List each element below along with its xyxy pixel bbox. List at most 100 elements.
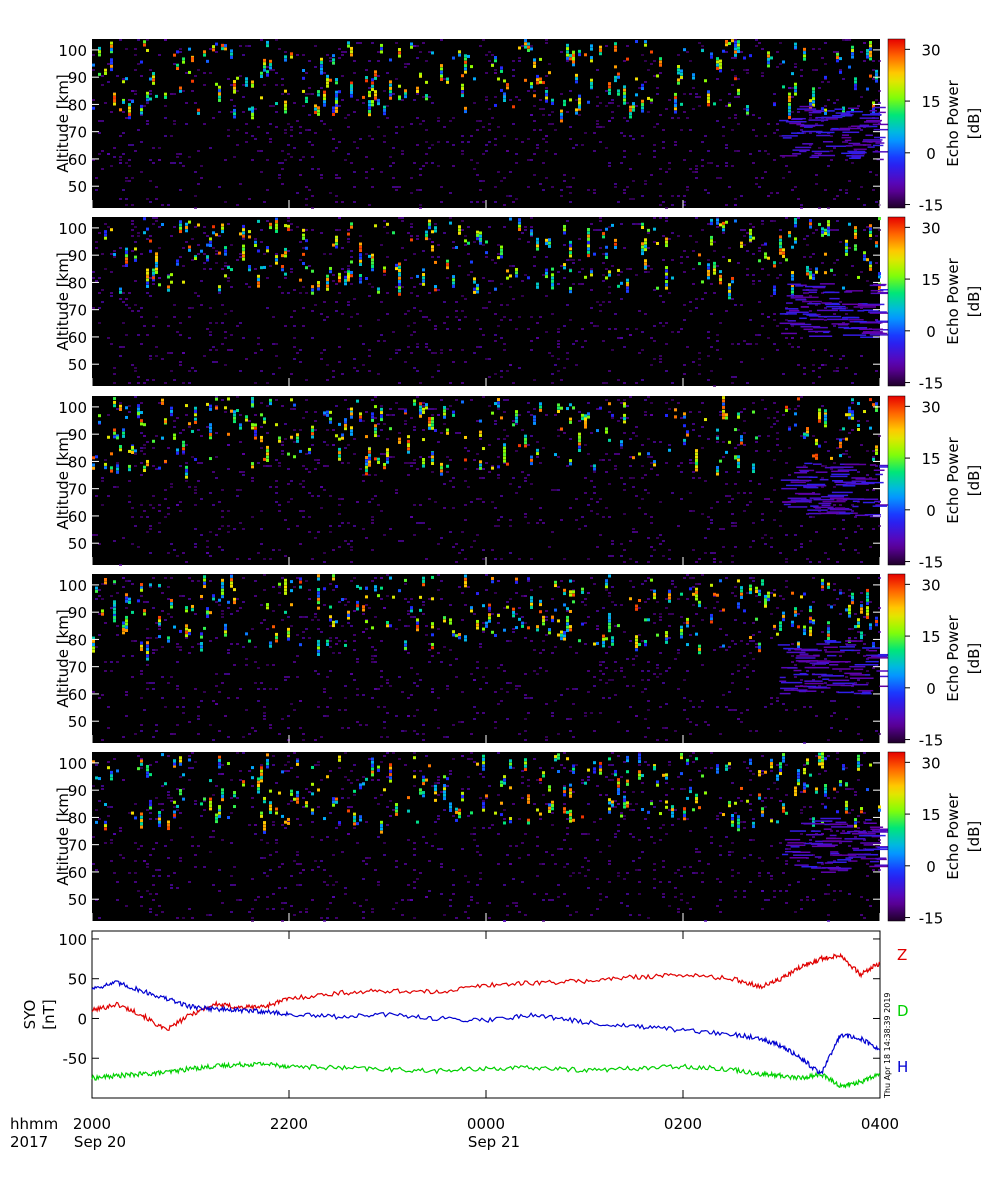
heatmap-cell (233, 416, 236, 420)
heatmap-cell (710, 218, 713, 222)
heatmap-cell (218, 546, 221, 548)
heatmap-cell (737, 343, 740, 345)
heatmap-cell (515, 271, 518, 275)
heatmap-cell (870, 289, 884, 292)
heatmap-cell (854, 226, 857, 230)
heatmap-cell (596, 126, 599, 128)
heatmap-cell (683, 195, 686, 197)
heatmap-cell (482, 39, 485, 41)
heatmap-cell (194, 489, 197, 491)
heatmap-cell (413, 462, 416, 464)
heatmap-cell (452, 410, 455, 414)
heatmap-cell (251, 462, 254, 466)
heatmap-cell (368, 87, 371, 89)
heatmap-cell (836, 229, 839, 231)
heatmap-cell (827, 558, 830, 560)
heatmap-cell (788, 109, 791, 113)
heatmap-cell (329, 192, 332, 194)
heatmap-cell (284, 254, 287, 258)
heatmap-cell (575, 80, 578, 84)
heatmap-cell (167, 288, 170, 292)
heatmap-cell (422, 250, 425, 252)
heatmap-cell (802, 313, 817, 315)
heatmap-cell (524, 78, 527, 82)
heatmap-cell (545, 271, 548, 275)
heatmap-cell (308, 589, 311, 591)
heatmap-cell (806, 235, 809, 237)
heatmap-cell (410, 223, 413, 225)
heatmap-cell (869, 44, 872, 48)
heatmap-cell (506, 276, 509, 280)
heatmap-cell (767, 417, 770, 419)
heatmap-cell (671, 399, 674, 401)
heatmap-cell (644, 43, 647, 47)
heatmap-cell (857, 420, 860, 422)
heatmap-cell (656, 123, 659, 125)
heatmap-cell (101, 168, 104, 170)
heatmap-cell (830, 456, 833, 460)
heatmap-cell (266, 405, 269, 407)
heatmap-cell (602, 235, 605, 239)
heatmap-cell (173, 316, 176, 318)
heatmap-cell (536, 74, 539, 78)
heatmap-cell (461, 153, 464, 155)
heatmap-cell (710, 370, 713, 372)
heatmap-cell (497, 525, 500, 527)
heatmap-cell (371, 138, 374, 140)
heatmap-cell (494, 96, 497, 98)
heatmap-cell (788, 231, 791, 235)
heatmap-cell (425, 129, 428, 131)
heatmap-cell (866, 280, 869, 282)
heatmap-cell (671, 331, 674, 333)
heatmap-cell (710, 55, 713, 59)
heatmap-cell (635, 93, 638, 97)
heatmap-cell (368, 60, 371, 62)
heatmap-cell (734, 47, 737, 51)
heatmap-cell (404, 66, 407, 68)
heatmap-cell (248, 264, 251, 268)
heatmap-cell (437, 256, 440, 258)
heatmap-cell (821, 364, 824, 366)
heatmap-cell (803, 57, 806, 61)
heatmap-cell (563, 277, 566, 279)
heatmap-cell (725, 204, 728, 206)
heatmap-cell (461, 310, 464, 312)
heatmap-cell (785, 120, 807, 123)
heatmap-cell (872, 151, 895, 153)
heatmap-cell (359, 235, 362, 237)
heatmap-cell (383, 727, 386, 729)
heatmap-cell (554, 153, 557, 155)
heatmap-cell (389, 456, 392, 458)
heatmap-cell (254, 108, 257, 110)
heatmap-cell (584, 477, 587, 479)
heatmap-cell (500, 255, 503, 259)
heatmap-cell (731, 69, 734, 71)
heatmap-cell (350, 90, 353, 94)
heatmap-cell (350, 407, 353, 411)
heatmap-cell (452, 144, 455, 146)
heatmap-cell (515, 162, 518, 164)
heatmap-cell (515, 492, 518, 494)
heatmap-cell (386, 454, 389, 458)
heatmap-cell (212, 231, 215, 235)
heatmap-cell (617, 201, 620, 203)
heatmap-cell (230, 111, 233, 113)
heatmap-cell (464, 447, 467, 449)
heatmap-cell (353, 141, 356, 143)
heatmap-cell (125, 257, 128, 261)
heatmap-cell (350, 561, 353, 563)
heatmap-cell (587, 453, 590, 455)
heatmap-cell (734, 198, 737, 200)
heatmap-cell (683, 373, 686, 375)
heatmap-cell (374, 417, 377, 419)
heatmap-cell (98, 543, 101, 545)
heatmap-cell (848, 416, 851, 420)
heatmap-cell (878, 60, 881, 62)
heatmap-cell (242, 224, 245, 228)
heatmap-cell (350, 53, 353, 57)
heatmap-cell (698, 42, 701, 44)
heatmap-cell (422, 601, 425, 603)
heatmap-cell (836, 367, 839, 369)
heatmap-cell (320, 507, 323, 509)
heatmap-cell (419, 522, 422, 524)
